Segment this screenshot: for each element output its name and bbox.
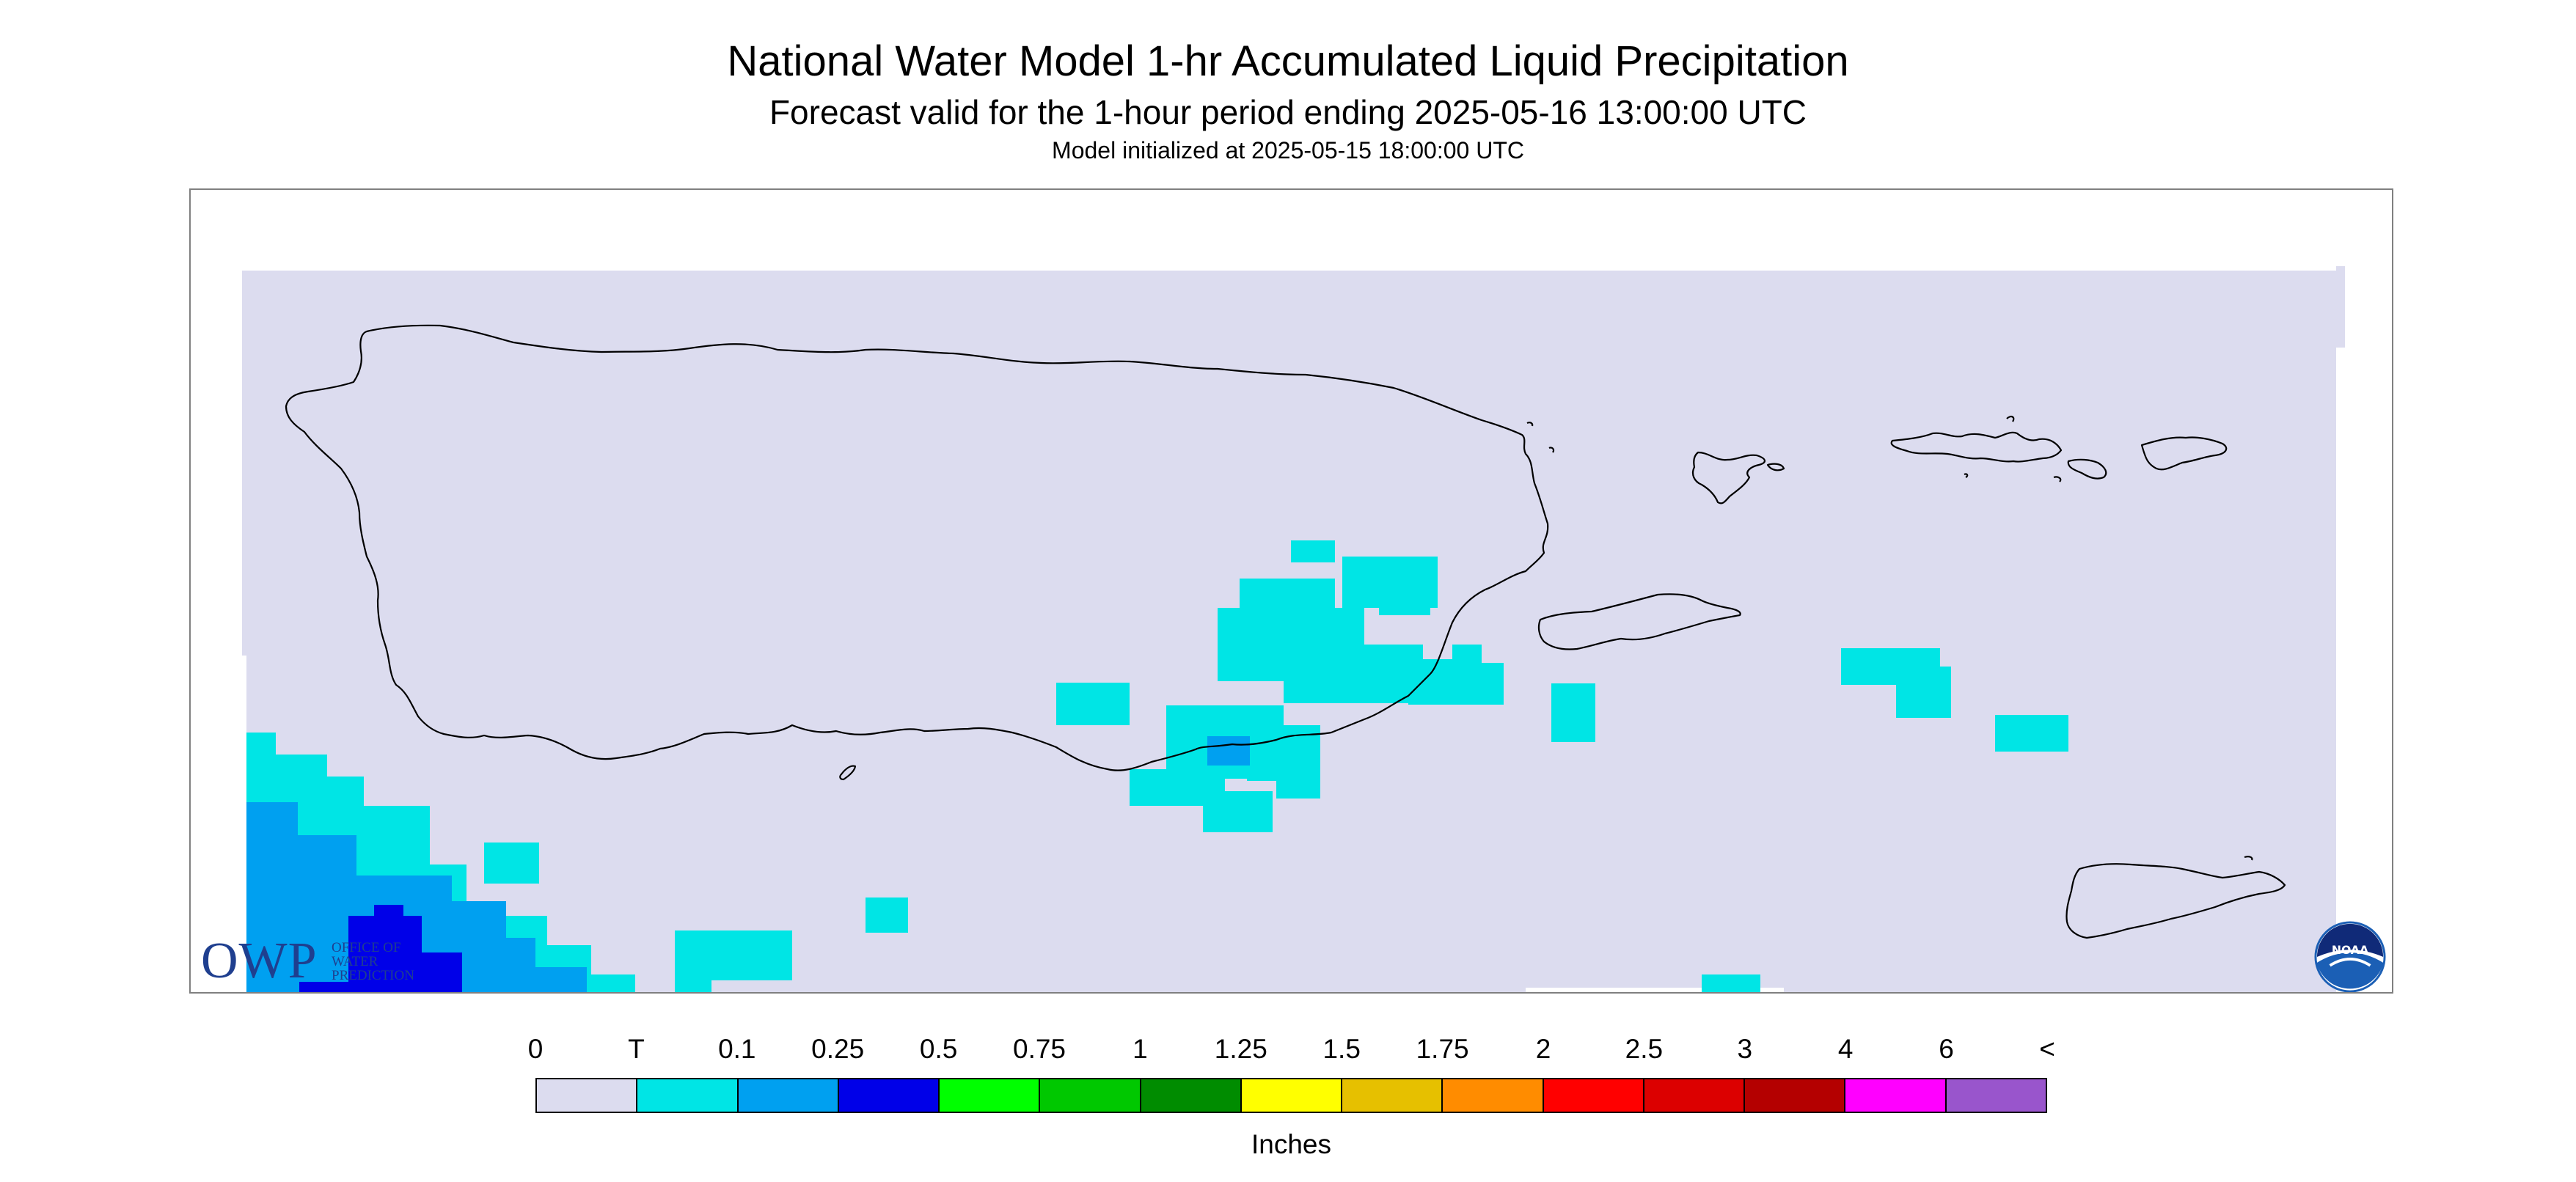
legend-swatch	[1040, 1079, 1141, 1112]
mona-islet-outline	[839, 765, 857, 781]
legend-swatch	[1644, 1079, 1746, 1112]
owp-logo-text: OWP	[201, 933, 318, 989]
legend-tick-label: 0	[527, 1034, 544, 1064]
coastline-outlines	[285, 324, 2286, 939]
legend-tick-label: <	[2039, 1034, 2055, 1064]
owp-logo-subtext: Office of Water Prediction	[332, 940, 414, 983]
precipitation-legend: 0 T 0.1 0.25 0.5 0.75 1 1.25 1.5 1.75 2 2.5 3 4 6 < Inc…	[528, 1034, 2055, 1166]
legend-swatch	[738, 1079, 839, 1112]
model-init-text: Model initialized at 2025-05-15 18:00:00…	[1052, 137, 1524, 164]
legend-swatch	[1745, 1079, 1846, 1112]
puerto-rico-outline	[285, 324, 1549, 771]
legend-swatch	[1845, 1079, 1947, 1112]
tortola-outline	[2140, 436, 2228, 471]
culebra-outline	[1691, 451, 1765, 504]
legend-tick-label: 1	[1133, 1034, 1148, 1064]
legend-swatch	[1543, 1079, 1644, 1112]
legend-swatch	[1443, 1079, 1544, 1112]
legend-tick-label: 6	[1939, 1034, 1954, 1064]
legend-swatch	[838, 1079, 940, 1112]
legend-color-bar	[535, 1078, 2047, 1113]
legend-tick-label: 4	[1837, 1034, 1854, 1064]
legend-tick-label: 1.5	[1322, 1034, 1361, 1064]
legend-unit-label: Inches	[1251, 1129, 1331, 1159]
noaa-logo: NOAA	[2314, 921, 2386, 992]
legend-tick-label: 0.25	[811, 1034, 865, 1064]
legend-swatch	[1241, 1079, 1343, 1112]
precip-0-25-cells	[299, 905, 462, 992]
legend-tick-label: 3	[1737, 1034, 1753, 1064]
legend-swatch	[1141, 1079, 1242, 1112]
culebrita-outline	[1766, 463, 1785, 471]
legend-tick-label: 2.5	[1625, 1034, 1664, 1064]
legend-swatch	[940, 1079, 1041, 1112]
st-croix-outline	[2065, 863, 2286, 939]
map-title: National Water Model 1-hr Accumulated Li…	[727, 37, 1849, 85]
st-thomas-outline	[1890, 431, 2063, 463]
legend-tick-label: 0.5	[919, 1034, 958, 1064]
legend-swatch	[537, 1079, 638, 1112]
map-subtitle: Forecast valid for the 1-hour period end…	[769, 93, 1807, 131]
cays-outline	[1526, 415, 2253, 861]
vieques-outline	[1537, 593, 1741, 650]
legend-swatch	[1946, 1079, 2046, 1112]
legend-tick-label: 2	[1535, 1034, 1551, 1064]
legend-tick-label: 0.75	[1012, 1034, 1066, 1064]
legend-tick-label: T	[628, 1034, 645, 1064]
legend-swatch	[1342, 1079, 1443, 1112]
noaa-logo-text: NOAA	[2332, 943, 2369, 957]
legend-tick-label: 0.1	[718, 1034, 756, 1064]
legend-tick-label: 1.25	[1214, 1034, 1267, 1064]
legend-swatch	[637, 1079, 739, 1112]
legend-tick-label: 1.75	[1416, 1034, 1469, 1064]
owp-logo: OWP Office of Water Prediction	[201, 932, 450, 989]
st-john-outline	[2067, 458, 2107, 480]
precipitation-map	[242, 266, 2345, 992]
map-panel[interactable]: OWP Office of Water Prediction NOAA	[189, 188, 2393, 994]
